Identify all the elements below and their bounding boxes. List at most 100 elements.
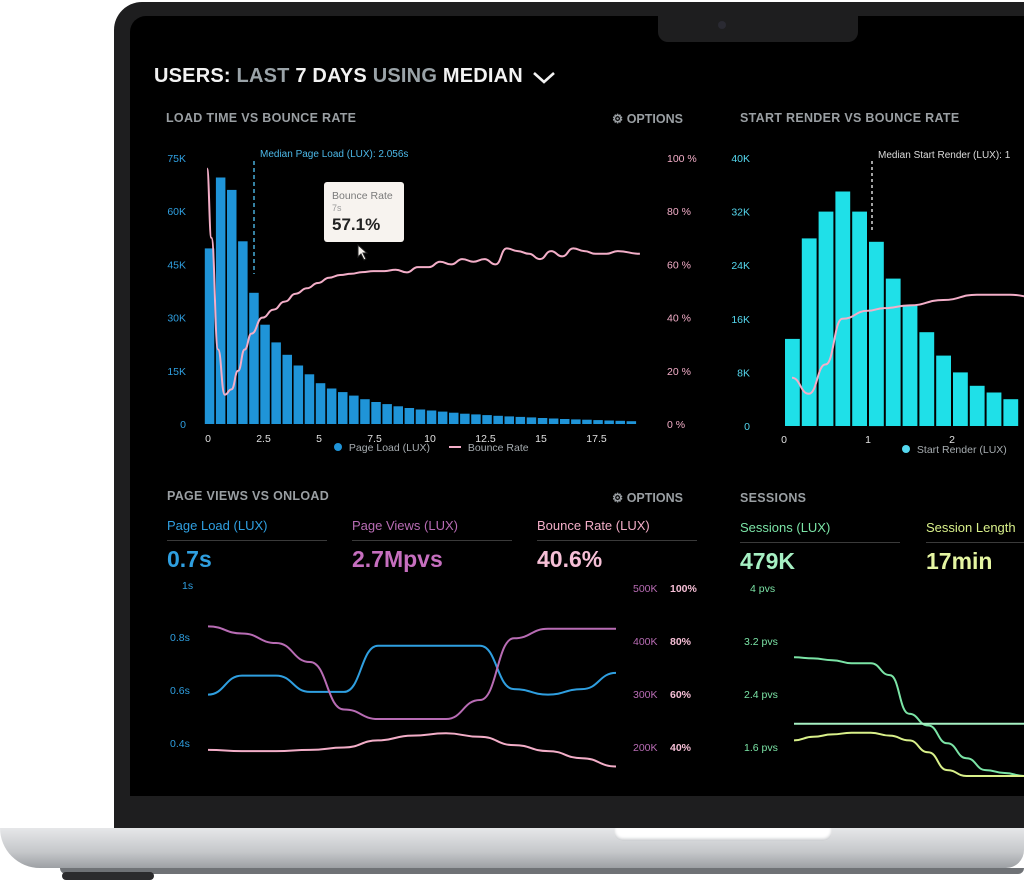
page-load-bar[interactable] xyxy=(460,413,470,424)
x-tick-label: 10 xyxy=(424,433,436,445)
start-render-bar[interactable] xyxy=(785,338,800,426)
y-left-tick-label: 60K xyxy=(167,206,186,218)
options-label: OPTIONS xyxy=(626,491,683,505)
page-load-bar[interactable] xyxy=(349,395,359,424)
start-render-bar[interactable] xyxy=(902,305,918,426)
start-render-title: START RENDER VS BOUNCE RATE xyxy=(740,111,960,125)
start-render-x-axis: 0 1 2 xyxy=(781,434,955,446)
page-load-bar[interactable] xyxy=(326,388,337,425)
page-load-bar[interactable] xyxy=(293,365,304,425)
y-tick-label: 40K xyxy=(731,153,750,165)
page-load-bar[interactable] xyxy=(537,418,548,424)
page-load-bar[interactable] xyxy=(604,420,614,425)
page-load-bar[interactable] xyxy=(560,419,570,424)
y-tick-label: 16K xyxy=(731,314,750,326)
x-tick-label: 0 xyxy=(205,433,211,445)
page-load-bar[interactable] xyxy=(415,409,426,425)
page-load-bar[interactable] xyxy=(215,177,226,425)
page-load-bar[interactable] xyxy=(615,420,626,424)
metric-bounce-rate-label: Bounce Rate (LUX) xyxy=(537,518,650,533)
page-load-bar[interactable] xyxy=(249,292,259,424)
bounce-rate-lux-line xyxy=(207,732,617,768)
page-load-bar[interactable] xyxy=(271,342,281,424)
page-load-bar[interactable] xyxy=(227,189,237,424)
y-right-tick-label: 100 % xyxy=(667,153,697,165)
page-load-bar[interactable] xyxy=(371,402,381,424)
chevron-down-icon[interactable] xyxy=(531,69,557,85)
metric-session-length-divider xyxy=(926,542,1024,543)
page-load-bar[interactable] xyxy=(315,383,326,424)
sess-y-2: 2.4 pvs xyxy=(744,689,778,701)
camera-notch xyxy=(658,16,858,42)
x-tick-label: 15 xyxy=(535,433,547,445)
tooltip-sub: 7s xyxy=(332,203,342,213)
start-render-bar[interactable] xyxy=(953,372,968,426)
x-tick-label: 12.5 xyxy=(475,433,496,445)
page-load-bar[interactable] xyxy=(204,248,215,424)
start-render-bar[interactable] xyxy=(919,332,935,426)
start-render-bar[interactable] xyxy=(818,211,834,426)
sessions-title: SESSIONS xyxy=(740,491,807,505)
tooltip-label: Bounce Rate xyxy=(332,190,393,202)
page-load-bar[interactable] xyxy=(238,241,248,424)
y-right-tick-label: 80 % xyxy=(667,206,691,218)
start-render-bar[interactable] xyxy=(1003,399,1019,426)
title-median: MEDIAN xyxy=(442,65,523,87)
page-load-bar[interactable] xyxy=(504,416,515,424)
start-render-bar[interactable] xyxy=(801,238,817,426)
page-load-bar[interactable] xyxy=(382,404,392,424)
start-render-bar[interactable] xyxy=(885,278,901,426)
metric-sessions-divider xyxy=(740,542,900,543)
page-views-title: PAGE VIEWS VS ONLOAD xyxy=(167,489,330,503)
median-start-render-label: Median Start Render (LUX): 1 xyxy=(878,150,1011,161)
page-load-bar[interactable] xyxy=(426,410,437,425)
page-load-bar[interactable] xyxy=(393,406,404,424)
legend-start-render: Start Render (LUX) xyxy=(916,444,1007,456)
load-vs-bounce-title: LOAD TIME VS BOUNCE RATE xyxy=(166,111,357,125)
sess-y-3: 1.6 pvs xyxy=(744,742,778,754)
metric-page-views-label: Page Views (LUX) xyxy=(352,518,458,533)
load-vs-bounce-options-button[interactable]: ⚙ OPTIONS xyxy=(612,111,683,126)
page-load-bar[interactable] xyxy=(571,419,581,424)
camera-icon xyxy=(718,21,726,29)
page-load-bar[interactable] xyxy=(404,408,415,424)
start-render-bar[interactable] xyxy=(835,191,851,427)
start-render-legend: Start Render (LUX) xyxy=(902,444,1007,456)
page-views-options-button[interactable]: ⚙ OPTIONS xyxy=(612,490,683,505)
page-load-bar[interactable] xyxy=(582,419,592,424)
page-load-bar[interactable] xyxy=(360,399,370,424)
y-left-tick-label: 30K xyxy=(167,313,186,325)
page-load-bar[interactable] xyxy=(471,414,481,424)
x-tick-label: 5 xyxy=(316,433,322,445)
dashboard-title[interactable]: USERS: LAST 7 DAYS USING MEDIAN xyxy=(154,65,557,88)
x-tick-label: 0 xyxy=(781,434,787,446)
page-load-bar[interactable] xyxy=(449,412,459,424)
metric-page-views-value: 2.7Mpvs xyxy=(352,546,443,572)
start-render-bar[interactable] xyxy=(936,355,951,426)
page-load-bar[interactable] xyxy=(437,411,448,424)
page-load-bar[interactable] xyxy=(482,415,492,424)
page-load-bar[interactable] xyxy=(626,421,637,424)
page-load-bar[interactable] xyxy=(515,416,526,424)
y-tick-label: 8K xyxy=(737,367,750,379)
page-load-bar[interactable] xyxy=(338,392,348,424)
page-load-bar[interactable] xyxy=(526,417,537,424)
page-load-bar[interactable] xyxy=(493,415,503,424)
start-render-bar[interactable] xyxy=(852,211,867,426)
metric-bounce-rate-value: 40.6% xyxy=(537,546,603,572)
legend-bounce-rate: Bounce Rate xyxy=(467,442,529,454)
page-load-bar[interactable] xyxy=(260,324,270,424)
start-render-bar[interactable] xyxy=(969,385,985,426)
page-load-bar[interactable] xyxy=(593,420,603,424)
metric-bounce-rate-divider xyxy=(537,540,697,541)
sess-y-0: 4 pvs xyxy=(750,583,776,595)
options-label: OPTIONS xyxy=(626,112,683,126)
pv-y-right-0: 100% xyxy=(670,583,697,595)
y-left-tick-label: 0 xyxy=(180,419,186,431)
page-load-bar[interactable] xyxy=(282,354,293,424)
start-render-bar[interactable] xyxy=(869,241,884,427)
start-render-bar[interactable] xyxy=(986,392,1002,427)
page-load-bar[interactable] xyxy=(304,374,315,424)
start-render-y-axis: 0 8K 16K 24K 32K 40K xyxy=(731,153,750,433)
page-load-bar[interactable] xyxy=(548,418,559,425)
